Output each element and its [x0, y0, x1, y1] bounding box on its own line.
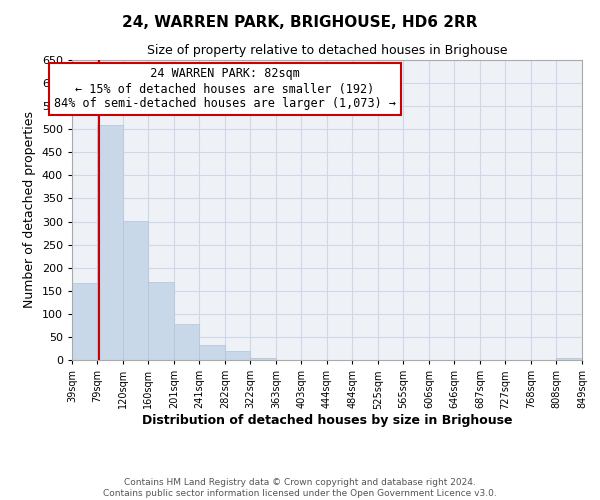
Bar: [225, 351, 250, 360]
Text: 24 WARREN PARK: 82sqm  
← 15% of detached houses are smaller (192)
84% of semi-d: 24 WARREN PARK: 82sqm ← 15% of detached …: [54, 68, 396, 110]
Title: Size of property relative to detached houses in Brighouse: Size of property relative to detached ho…: [147, 44, 507, 58]
Bar: [72, 283, 97, 360]
Y-axis label: Number of detached properties: Number of detached properties: [23, 112, 36, 308]
Bar: [123, 220, 148, 360]
Bar: [174, 324, 199, 360]
Bar: [148, 282, 174, 360]
X-axis label: Distribution of detached houses by size in Brighouse: Distribution of detached houses by size …: [142, 414, 512, 427]
Bar: [250, 358, 276, 360]
Text: 24, WARREN PARK, BRIGHOUSE, HD6 2RR: 24, WARREN PARK, BRIGHOUSE, HD6 2RR: [122, 15, 478, 30]
Text: Contains HM Land Registry data © Crown copyright and database right 2024.
Contai: Contains HM Land Registry data © Crown c…: [103, 478, 497, 498]
Bar: [97, 124, 123, 360]
Bar: [556, 358, 582, 360]
Bar: [199, 345, 225, 360]
